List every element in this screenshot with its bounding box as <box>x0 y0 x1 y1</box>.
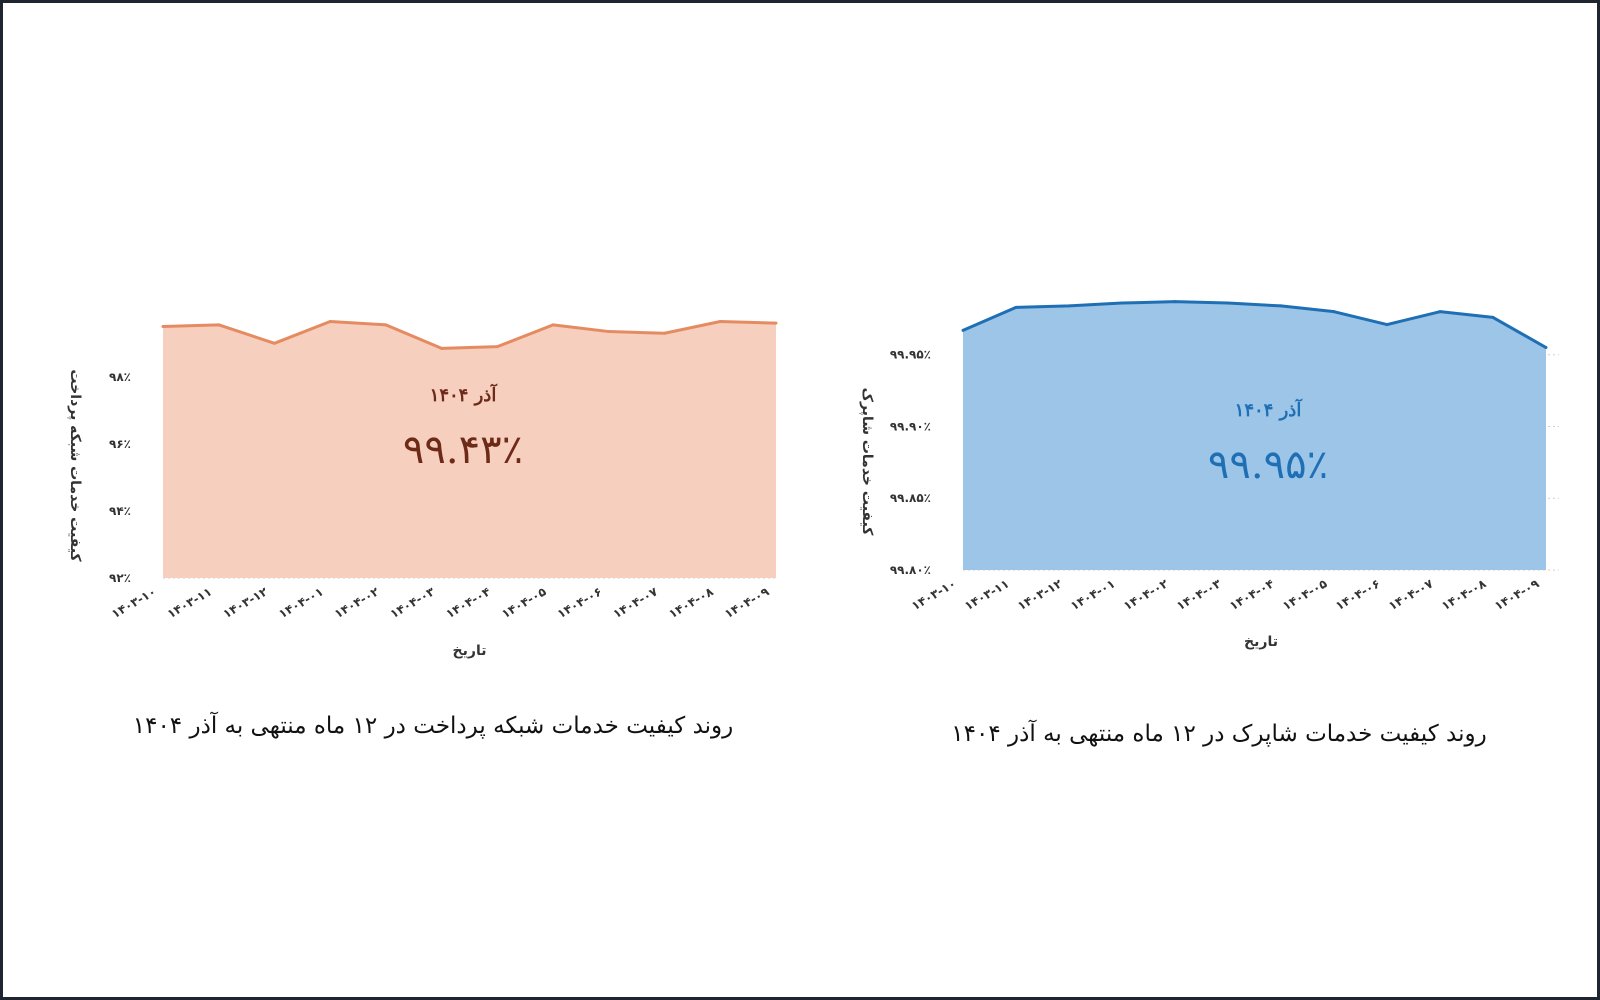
y-tick-label: ۹۹.۹۰٪ <box>890 419 931 433</box>
charts-canvas: ۹۲٪۹۴٪۹۶٪۹۸٪۱۴۰۳-۱۰ ۱۴۰۳-۱۱ ۱۴۰۳-۱۲ ۱۴۰۴-۰۱… <box>67 300 1559 659</box>
chart-payment-network: ۹۲٪ ۹۴٪ ۹۶٪ ۹۸٪ ۱۴۰۳-۱۰ ۱۴۰۳-۱۱ ۱۴۰۳-۱۲ ۱۴۰۴-۰۱… <box>67 320 778 659</box>
figure-frame: ۹۲٪ ۹۴٪ ۹۶٪ ۹۸٪ ۱۴۰۳-۱۰ ۱۴۰۳-۱۱ ۱۴۰۳-۱۲ ۱۴۰۴-۰۱… <box>3 3 1597 997</box>
x-tick-label: ۱۴۰۴-۰۷ <box>611 584 661 621</box>
callout-month: آذر ۱۴۰۴ <box>1235 398 1304 421</box>
data-point <box>607 330 611 334</box>
y-tick-label: ۹۹.۹۵٪ <box>890 348 931 362</box>
data-point <box>217 323 221 327</box>
x-tick-label: ۱۴۰۳-۱۱ <box>962 576 1011 613</box>
data-point <box>1385 323 1389 327</box>
caption-shaparak: روند کیفیت خدمات شاپرک در ۱۲ ماه منتهی ب… <box>951 721 1487 747</box>
y-axis-title: کیفیت خدمات شبکه پرداخت <box>67 369 83 562</box>
data-point <box>328 320 332 323</box>
data-point <box>1120 301 1124 305</box>
x-tick-label: ۱۴۰۴-۰۴ <box>1227 576 1276 613</box>
data-point <box>1014 305 1018 309</box>
data-point <box>961 328 965 332</box>
x-tick-label: ۱۴۰۴-۰۶ <box>555 584 604 621</box>
x-tick-label: ۱۴۰۴-۰۲ <box>332 584 382 621</box>
data-point <box>718 320 722 323</box>
data-point <box>551 323 555 327</box>
data-point <box>1226 301 1230 305</box>
data-point <box>663 331 667 335</box>
data-point <box>1173 300 1177 304</box>
x-tick-label: ۱۴۰۴-۰۳ <box>1174 576 1224 613</box>
data-point <box>1491 315 1495 319</box>
x-tick-label: ۱۴۰۴-۰۴ <box>443 584 492 621</box>
data-point <box>774 321 778 325</box>
x-tick-label: ۱۴۰۴-۰۷ <box>1386 576 1436 613</box>
x-tick-label: ۱۴۰۴-۰۱ <box>1068 576 1117 613</box>
data-point <box>1438 310 1442 314</box>
x-tick-label: ۱۴۰۴-۰۱ <box>276 584 325 621</box>
x-tick-label: ۱۴۰۴-۰۳ <box>388 584 438 621</box>
x-tick-label: ۱۴۰۳-۱۲ <box>221 584 271 621</box>
callout-value: ۹۹.۹۵٪ <box>1208 442 1328 488</box>
caption-payment-network: روند کیفیت خدمات شبکه پرداخت در ۱۲ ماه م… <box>132 713 734 739</box>
x-tick-label: ۱۴۰۳-۱۲ <box>1015 576 1065 613</box>
x-axis-title: تاریخ <box>453 643 487 659</box>
x-tick-label: ۱۴۰۳-۱۰ <box>909 576 958 613</box>
x-tick-label: ۱۴۰۴-۰۵ <box>499 584 548 621</box>
y-tick-label: ۹۹.۸۵٪ <box>890 491 931 505</box>
x-tick-label: ۱۴۰۴-۰۸ <box>666 584 716 621</box>
x-tick-label: ۱۴۰۴-۰۲ <box>1121 576 1171 613</box>
y-tick-label: ۹۶٪ <box>109 437 131 451</box>
data-point <box>1544 346 1548 350</box>
x-tick-label: ۱۴۰۴-۰۹ <box>1492 576 1542 613</box>
data-point <box>161 325 165 329</box>
y-tick-label: ۹۹.۸۰٪ <box>890 563 931 577</box>
data-point <box>272 341 276 345</box>
data-point <box>1067 304 1071 308</box>
y-tick-label: ۹۲٪ <box>109 571 131 585</box>
data-point <box>1332 310 1336 314</box>
series-line <box>162 320 777 350</box>
x-tick-label: ۱۴۰۴-۰۶ <box>1333 576 1382 613</box>
series-line <box>962 300 1547 349</box>
x-tick-label: ۱۴۰۳-۱۰ <box>109 584 158 621</box>
y-tick-label: ۹۸٪ <box>109 370 131 384</box>
callout-value: ۹۹.۴۳٪ <box>403 427 523 473</box>
x-axis-title: تاریخ <box>1244 634 1278 650</box>
x-tick-label: ۱۴۰۴-۰۸ <box>1439 576 1489 613</box>
data-point <box>384 323 388 327</box>
chart-shaparak: ۹۹.۸۰٪۹۹.۸۵٪۹۹.۹۰٪۹۹.۹۵٪۱۴۰۳-۱۰ ۱۴۰۳-۱۱ ۱۴… <box>859 300 1559 650</box>
data-point <box>495 345 499 349</box>
data-point <box>440 346 444 350</box>
data-point <box>1279 304 1283 308</box>
x-tick-label: ۱۴۰۳-۱۱ <box>165 584 214 621</box>
x-tick-label: ۱۴۰۴-۰۵ <box>1280 576 1329 613</box>
x-tick-label: ۱۴۰۴-۰۹ <box>722 584 772 621</box>
callout-month: آذر ۱۴۰۴ <box>430 383 499 406</box>
series-area <box>163 321 776 578</box>
series-area <box>963 301 1546 570</box>
y-tick-label: ۹۴٪ <box>109 504 131 518</box>
y-axis-title: کیفیت خدمات شاپرک <box>859 388 875 537</box>
